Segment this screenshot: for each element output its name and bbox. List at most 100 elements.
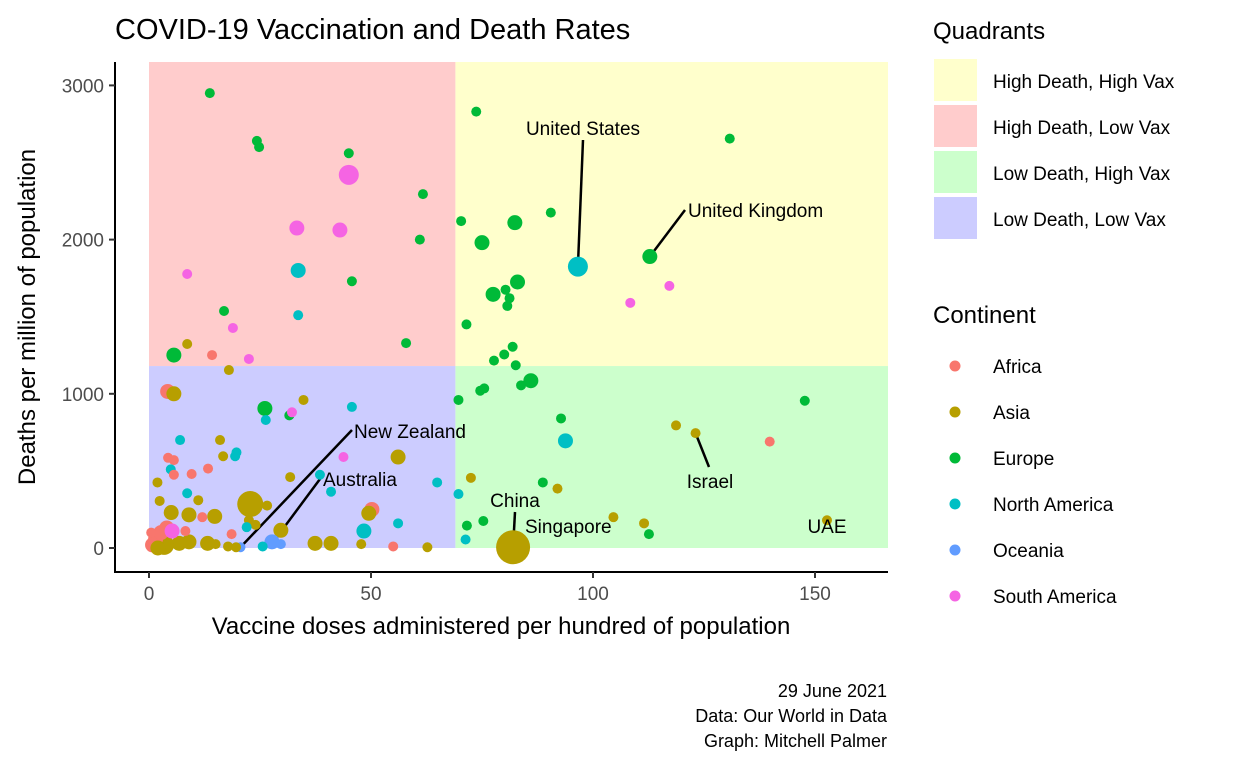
data-point-south-america — [332, 222, 348, 238]
data-point-asia — [181, 507, 197, 523]
data-point-europe — [510, 360, 521, 371]
x-tick-label: 50 — [360, 584, 381, 605]
data-point-europe — [545, 207, 556, 218]
legend-dot — [949, 360, 961, 372]
data-point-asia — [223, 365, 234, 376]
data-point-north-america — [567, 256, 588, 277]
data-point-north-america — [432, 477, 443, 488]
data-point-north-america — [453, 489, 464, 500]
data-point-south-america — [182, 268, 193, 279]
plot-panel: United States United Kingdom New Zealand Au… — [145, 62, 888, 565]
legend-dot — [949, 406, 961, 418]
chart-title: COVID-19 Vaccination and Death Rates — [115, 14, 630, 46]
data-point-asia — [608, 512, 619, 523]
data-point-north-america — [326, 486, 337, 497]
data-point-south-america — [286, 407, 297, 418]
data-point-europe — [799, 395, 810, 406]
data-point-europe — [204, 88, 215, 99]
data-point-europe — [414, 234, 425, 245]
data-point-asia — [207, 508, 223, 524]
y-tick-label: 2000 — [62, 231, 104, 252]
data-point-europe — [219, 305, 230, 316]
data-point-europe — [461, 319, 472, 330]
data-point-north-america — [460, 534, 471, 545]
data-point-europe — [523, 373, 539, 389]
annotation-israel: Israel — [687, 472, 733, 493]
legend-quadrants-title: Quadrants — [933, 18, 1045, 45]
data-point-north-america — [314, 469, 325, 480]
data-point-asia — [671, 420, 682, 431]
legend-item-low-death-high-vax: Low Death, High Vax — [934, 151, 1171, 193]
data-point-north-america — [182, 488, 193, 499]
legend-label: Europe — [993, 449, 1054, 470]
data-point-asia — [200, 535, 216, 551]
data-point-north-america — [290, 262, 306, 278]
data-point-asia — [193, 495, 204, 506]
caption: 29 June 2021 Data: Our World in Data Gra… — [695, 681, 888, 751]
data-point-africa — [388, 541, 399, 552]
data-point-asia — [218, 451, 229, 462]
data-point-europe — [507, 215, 523, 231]
annotation-labels: United States United Kingdom New Zealand Au… — [323, 119, 847, 538]
data-point-asia — [237, 491, 264, 518]
data-point-europe — [401, 338, 412, 349]
data-point-north-america — [241, 522, 252, 533]
data-point-europe — [507, 341, 518, 352]
legend-item-africa: Africa — [949, 357, 1042, 378]
legend-item-oceania: Oceania — [949, 541, 1064, 562]
data-point-europe — [257, 400, 273, 416]
data-point-europe — [724, 133, 735, 144]
data-point-north-america — [175, 435, 186, 446]
x-tick-label: 0 — [144, 584, 155, 605]
legend-item-south-america: South America — [949, 587, 1117, 608]
legend-label: High Death, Low Vax — [993, 118, 1171, 139]
data-point-europe — [643, 529, 654, 540]
data-point-africa — [226, 529, 237, 540]
data-point-south-america — [289, 220, 305, 236]
data-point-europe — [485, 286, 501, 302]
data-point-africa — [168, 469, 179, 480]
data-point-asia — [298, 394, 309, 405]
legend-label: Low Death, High Vax — [993, 164, 1171, 185]
leader-line-israel — [694, 432, 711, 468]
data-point-europe — [642, 249, 658, 265]
legend-swatch — [934, 59, 977, 101]
data-point-asia — [285, 472, 296, 483]
data-point-europe — [254, 142, 265, 153]
legend-swatch — [934, 151, 977, 193]
data-point-africa — [207, 350, 218, 361]
legend-item-europe: Europe — [949, 449, 1054, 470]
data-point-asia — [223, 541, 234, 552]
legend-label: Asia — [993, 403, 1030, 424]
data-point-asia — [210, 539, 221, 550]
data-point-europe — [474, 235, 490, 251]
data-point-europe — [516, 380, 527, 391]
data-point-europe — [488, 355, 499, 366]
data-point-asia — [690, 428, 701, 439]
legend-item-high-death-high-vax: High Death, High Vax — [934, 59, 1175, 101]
x-axis-ticks: 0 50 100 150 — [144, 572, 831, 605]
data-point-asia — [356, 539, 367, 550]
data-point-asia — [552, 483, 563, 494]
data-point-asia — [262, 500, 273, 511]
caption-source: Data: Our World in Data — [695, 706, 888, 726]
legend-item-high-death-low-vax: High Death, Low Vax — [934, 105, 1171, 147]
data-point-oceania — [264, 534, 280, 550]
legend-label: South America — [993, 587, 1117, 608]
caption-author: Graph: Mitchell Palmer — [704, 731, 887, 751]
x-tick-label: 100 — [577, 584, 609, 605]
data-point-asia — [422, 542, 433, 553]
data-point-north-america — [393, 518, 404, 529]
data-point-africa — [186, 468, 197, 479]
data-point-north-america — [260, 415, 271, 426]
legend-continent: Continent Africa Asia Europe North America O… — [933, 302, 1117, 608]
legend-dot — [949, 590, 961, 602]
legend-item-low-death-low-vax: Low Death, Low Vax — [934, 197, 1166, 239]
data-point-europe — [343, 148, 354, 159]
data-point-asia — [163, 505, 179, 521]
legend-continent-title: Continent — [933, 302, 1036, 329]
annotation-singapore: Singapore — [525, 517, 612, 538]
data-point-africa — [197, 512, 208, 523]
data-point-south-america — [338, 164, 359, 185]
